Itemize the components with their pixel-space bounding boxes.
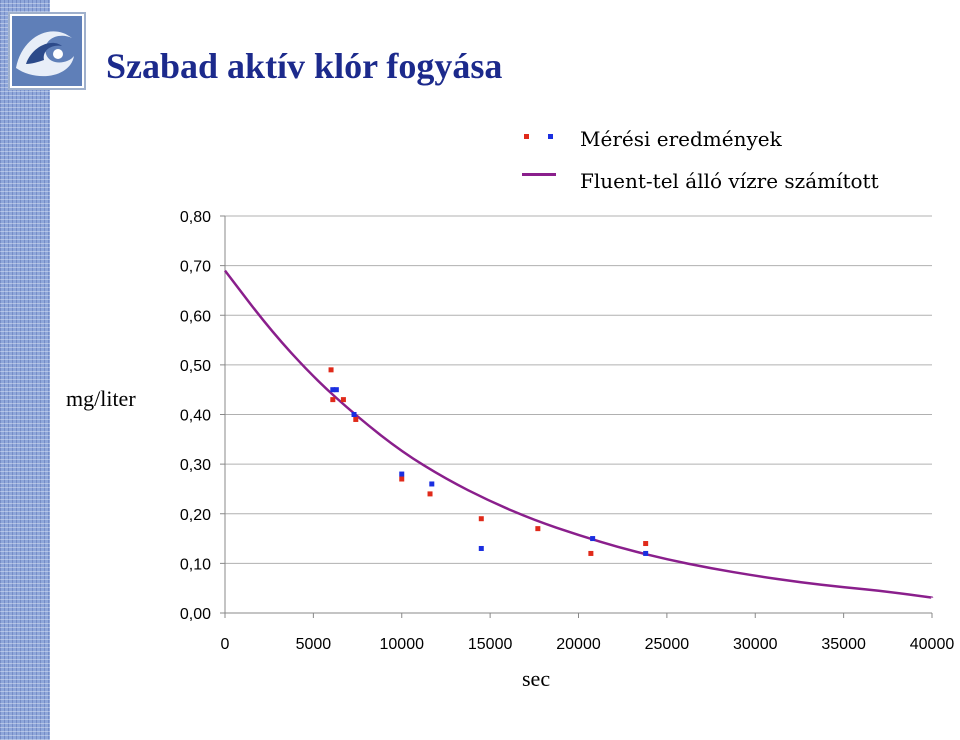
- legend-symbol-measured: [520, 126, 576, 152]
- measured-point-s0-8: [588, 550, 594, 556]
- measured-point-s0-5: [427, 491, 433, 497]
- measured-point-s1-6: [590, 536, 596, 542]
- measured-point-s0-3: [353, 416, 359, 422]
- measured-point-s1-3: [399, 471, 405, 477]
- x-tick-label-2: 10000: [380, 636, 425, 653]
- computed-curve: [224, 269, 933, 599]
- measured-point-s0-7: [535, 526, 541, 532]
- wave-logo-icon: [12, 16, 82, 86]
- legend-item-measured: Mérési eredmények: [520, 126, 782, 152]
- y-tick-label-3: 0,30: [180, 457, 211, 474]
- x-tick-label-4: 20000: [556, 636, 601, 653]
- measured-point-s1-0: [330, 387, 336, 393]
- y-tick-label-2: 0,20: [180, 507, 211, 524]
- legend-item-computed: Fluent-tel álló vízre számított: [520, 168, 879, 194]
- measured-point-s0-6: [478, 516, 484, 522]
- x-tick-label-8: 40000: [910, 636, 955, 653]
- y-tick-label-4: 0,40: [180, 408, 211, 425]
- measured-points-layer: [328, 367, 649, 556]
- y-tick-label-7: 0,70: [180, 259, 211, 276]
- legend-label-computed: Fluent-tel álló vízre számított: [580, 169, 879, 193]
- y-tick-label-1: 0,10: [180, 556, 211, 573]
- slide-title: Szabad aktív klór fogyása: [106, 46, 503, 86]
- measured-point-s0-4: [399, 476, 405, 482]
- y-axis-label: mg/liter: [66, 386, 136, 411]
- chart-gridlines: [225, 215, 932, 564]
- x-tick-label-1: 5000: [296, 636, 332, 653]
- measured-point-s1-7: [643, 550, 649, 556]
- decorative-left-strip: [0, 0, 50, 740]
- x-tick-labels: 0 5000 10000 15000 20000 25000 30000 35000 40000: [221, 636, 955, 653]
- x-tick-label-3: 15000: [468, 636, 513, 653]
- x-axis-label: sec: [522, 666, 551, 691]
- y-tick-label-6: 0,60: [180, 308, 211, 325]
- measured-point-s1-4: [429, 481, 435, 487]
- y-tick-label-8: 0,80: [180, 209, 211, 226]
- measured-point-s1-1: [333, 387, 339, 393]
- x-tick-label-6: 30000: [733, 636, 778, 653]
- measured-point-s1-5: [478, 545, 484, 551]
- chart-axes: [220, 215, 933, 618]
- x-tick-label-5: 25000: [645, 636, 690, 653]
- measured-point-s0-1: [330, 397, 336, 403]
- computed-curve-layer: [224, 269, 933, 599]
- measured-point-s0-0: [328, 367, 334, 373]
- x-tick-label-0: 0: [221, 636, 230, 653]
- y-tick-label-5: 0,50: [180, 358, 211, 375]
- logo: [8, 12, 86, 90]
- legend-symbol-computed: [520, 168, 576, 194]
- measured-point-s0-9: [643, 541, 649, 547]
- y-tick-labels: 0,00 0,10 0,20 0,30 0,40 0,50 0,60 0,70 0,80: [180, 209, 211, 623]
- x-tick-label-7: 35000: [821, 636, 866, 653]
- measured-point-s1-2: [351, 412, 357, 417]
- legend-label-measured: Mérési eredmények: [580, 127, 782, 151]
- measured-point-s0-2: [340, 397, 346, 403]
- y-tick-label-0: 0,00: [180, 606, 211, 623]
